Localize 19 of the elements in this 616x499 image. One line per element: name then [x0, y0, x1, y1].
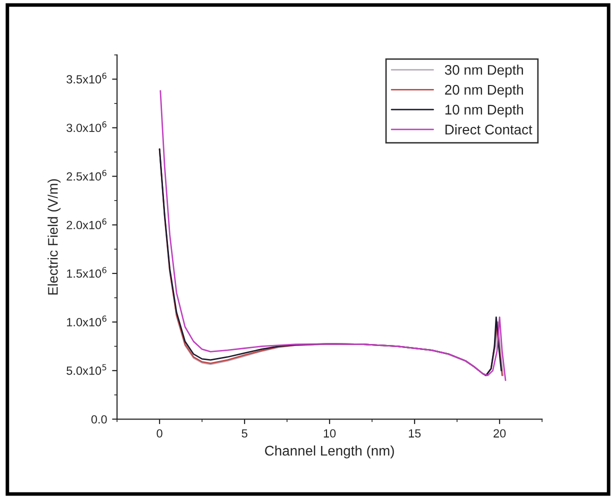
y-tick-label: 1.0x10$^{6}$ [67, 316, 106, 326]
legend-label: 20 nm Depth [445, 84, 523, 98]
x-tick-label: 5 [242, 429, 248, 438]
legend-label: 10 nm Depth [445, 104, 523, 118]
legend-label: 30 nm Depth [444, 64, 523, 78]
y-tick-label: 0.0 [91, 415, 107, 424]
y-tick-label: 3.5x10$^{6}$ [66, 72, 106, 84]
y-tick-label: 2.0x10$^{6}$ [66, 218, 106, 230]
x-axis-title: Channel Length (nm) [265, 445, 394, 458]
y-tick-label: 1.5x10$^{6}$ [67, 266, 106, 278]
y-tick-label: 5.0x10$^{5}$ [66, 364, 106, 375]
y-tick-label: 2.5x10$^{6}$ [66, 170, 106, 181]
legend-label: Direct Contact [446, 124, 532, 134]
y-tick-label: 3.0x10$^{6}$ [66, 121, 106, 132]
x-tick-label: 10 [324, 429, 336, 438]
y-axis-title: Electric Field (V/m) [48, 179, 61, 295]
x-tick-label: 15 [408, 429, 421, 438]
x-tick-label: 0 [156, 429, 162, 438]
x-tick-label: 20 [494, 429, 506, 438]
